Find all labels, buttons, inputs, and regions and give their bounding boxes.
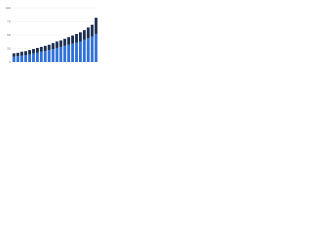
bar-segment xyxy=(59,40,63,47)
bar-segment xyxy=(12,53,16,57)
bar-segment xyxy=(82,30,86,40)
bar-segment xyxy=(24,51,28,55)
bar-segment xyxy=(32,49,35,54)
bar-segment xyxy=(55,47,59,62)
bar-segment xyxy=(16,52,20,57)
bar-segment xyxy=(55,41,59,48)
bar-segment xyxy=(71,35,74,44)
bar-segment xyxy=(20,55,24,62)
bar-segment xyxy=(43,45,47,52)
bar-segment xyxy=(39,46,43,52)
bar-segment xyxy=(59,46,63,62)
bar-segment xyxy=(67,44,71,62)
bar-segment xyxy=(75,42,78,62)
bar-segment xyxy=(51,43,55,50)
bar-segment xyxy=(28,54,31,62)
y-tick-label: 50 xyxy=(7,33,11,37)
chart: 0 25 50 75 100 xyxy=(5,6,98,64)
bar-segment xyxy=(86,38,90,62)
bar-segment xyxy=(94,17,98,34)
bar-segment xyxy=(32,53,35,62)
bar-segment xyxy=(39,51,43,62)
bar-segment xyxy=(71,43,74,62)
page: {"chart_data": {"type": "stacked_bar", "… xyxy=(0,0,100,71)
y-tick-label: 25 xyxy=(7,46,11,50)
bar-segment xyxy=(94,33,98,62)
bar-segment xyxy=(20,51,24,56)
bar-segment xyxy=(36,52,39,62)
bar-segment xyxy=(90,24,94,37)
y-tick-label: 100 xyxy=(5,6,10,10)
bar-segment xyxy=(79,32,82,42)
bar-segment xyxy=(43,51,47,62)
bar-segment xyxy=(82,39,86,62)
bar-segment xyxy=(75,33,78,43)
bar-segment xyxy=(63,45,67,62)
bar-segment xyxy=(12,56,16,62)
bar-segment xyxy=(63,38,67,46)
bar-segment xyxy=(47,50,51,62)
y-tick-label: 75 xyxy=(7,19,11,23)
y-tick-label: 0 xyxy=(9,60,11,64)
bar-segment xyxy=(86,27,90,39)
bar-segment xyxy=(67,37,71,45)
bar-segment xyxy=(47,44,51,51)
bar-segment xyxy=(90,36,94,62)
bar-segment xyxy=(24,54,28,62)
bar-segment xyxy=(51,49,55,62)
bar-segment xyxy=(28,50,31,55)
bar-segment xyxy=(16,56,20,62)
bar-segment xyxy=(36,47,39,53)
bar-segment xyxy=(79,41,82,62)
